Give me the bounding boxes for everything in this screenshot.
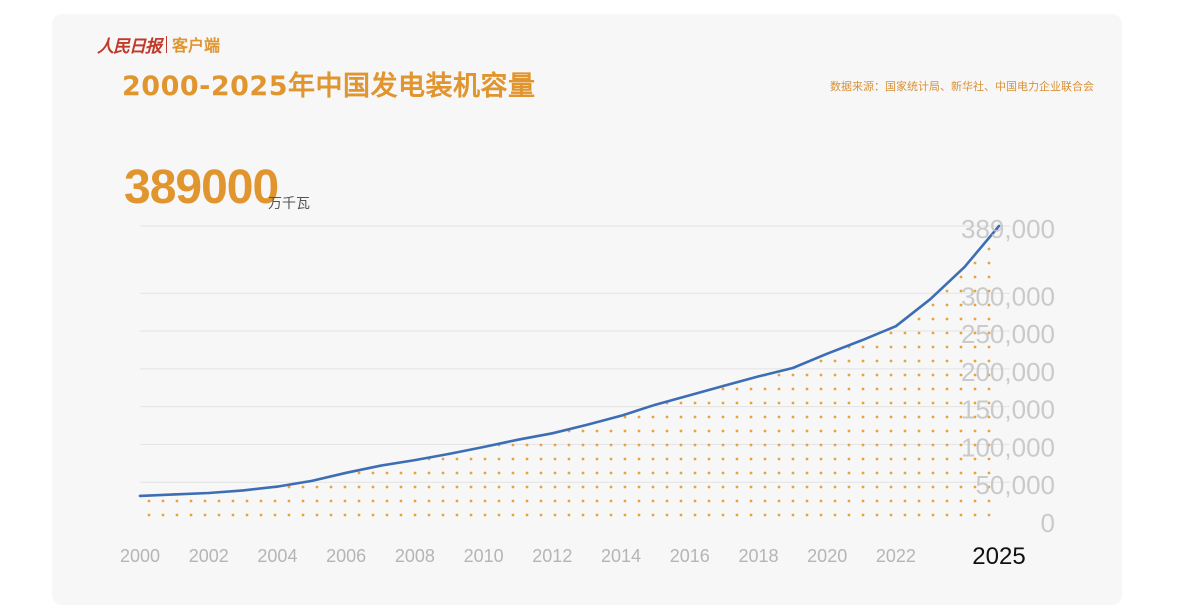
highlight-value: 389000 [124,161,279,214]
y-tick-label: 200,000 [961,357,1055,387]
series-line [138,224,1001,498]
x-tick-label: 2014 [601,546,641,566]
data-point [173,493,176,496]
y-tick-label: 100,000 [961,432,1055,462]
data-point [379,464,382,467]
data-point [585,423,588,427]
data-point [963,265,966,269]
x-tick-label: 2010 [464,546,504,566]
x-tick-label: 2008 [395,546,435,566]
x-tick-label: 2022 [876,546,916,566]
y-tick-label: 0 [1041,508,1055,538]
data-point [860,339,863,342]
data-point [929,297,932,301]
y-tick-label: 150,000 [961,395,1055,425]
data-source: 数据来源：国家统计局、新华社、中国电力企业联合会 [830,80,1094,93]
data-point [516,438,520,441]
x-tick-label: 2020 [807,546,847,566]
data-point [997,224,1001,228]
data-point [344,471,348,475]
publisher-logo: 人民日报 客户端 [97,30,220,58]
y-tick-label: 389,000 [961,214,1055,244]
data-point [791,366,795,370]
data-point [413,458,417,462]
logo-wordmark: 人民日报 [97,36,162,57]
data-point [722,384,726,387]
chart-title: 2000-2025年中国发电装机容量 [122,71,536,102]
data-point [619,414,623,417]
x-tick-label: 2006 [326,546,366,566]
data-point [207,491,210,495]
x-tick-label: 2016 [670,546,710,566]
y-tick-label: 250,000 [961,319,1055,349]
x-tick-label: 2025 [972,543,1025,570]
data-point [688,394,691,397]
logo-suffix: 客户端 [172,36,221,55]
data-point [241,489,245,492]
data-point [757,375,760,378]
data-point [826,352,829,355]
x-tick-label: 2012 [532,546,572,566]
data-point [276,485,279,488]
highlight-unit: 万千瓦 [268,196,310,212]
x-tick-label: 2000 [120,546,160,566]
logo-divider [166,35,167,53]
data-point [654,403,657,406]
data-point [310,479,313,483]
x-tick-label: 2018 [738,546,778,566]
y-tick-label: 50,000 [975,470,1055,500]
data-point [138,494,142,498]
area-fill [140,226,999,520]
data-point [448,452,451,456]
data-point [894,325,898,328]
y-tick-label: 300,000 [961,281,1055,311]
data-point [551,432,554,435]
data-point [482,445,485,449]
x-tick-label: 2002 [189,546,229,566]
x-tick-label: 2004 [257,546,297,566]
